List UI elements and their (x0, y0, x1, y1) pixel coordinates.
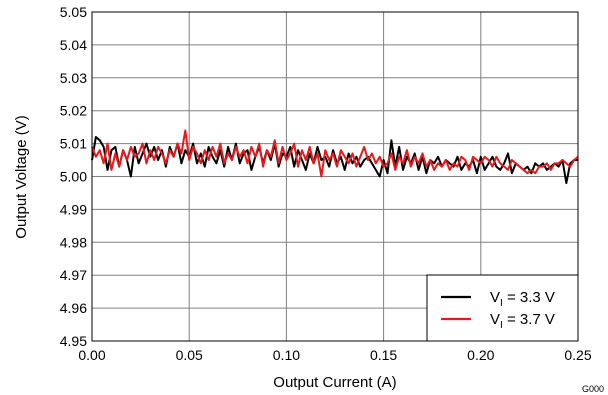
y-tick-label: 5.05 (60, 4, 87, 20)
y-tick-label: 4.99 (60, 201, 87, 217)
figure-code: G000 (582, 384, 604, 394)
y-tick-label: 4.98 (60, 234, 87, 250)
x-axis-title: Output Current (A) (273, 374, 396, 391)
x-tick-label: 0.25 (564, 347, 591, 363)
y-tick-label: 4.96 (60, 300, 87, 316)
y-axis-title: Output Voltage (V) (13, 115, 30, 238)
y-tick-label: 4.95 (60, 333, 87, 349)
x-tick-label: 0.05 (176, 347, 203, 363)
plot-frame (91, 11, 579, 342)
y-tick-label: 5.00 (60, 169, 87, 185)
y-tick-labels: 4.95 4.96 4.97 4.98 4.99 5.00 5.01 5.02 5.03 5.04… (60, 4, 87, 349)
y-tick-label: 5.01 (60, 136, 87, 152)
legend-label-3v7: VI = 3.7 V (490, 311, 555, 331)
y-tick-label: 5.03 (60, 70, 87, 86)
series-lines (91, 129, 579, 185)
x-tick-label: 0.00 (78, 347, 105, 363)
series-line-1 (91, 129, 579, 178)
legend-label-3v3: VI = 3.3 V (490, 289, 555, 309)
y-tick-label: 5.02 (60, 103, 87, 119)
y-tick-label: 5.04 (60, 37, 87, 53)
legend: VI = 3.3 V VI = 3.7 V (426, 274, 579, 342)
x-tick-label: 0.15 (370, 347, 397, 363)
legend-box (426, 274, 579, 342)
x-tick-label: 0.20 (467, 347, 494, 363)
y-tick-label: 4.97 (60, 267, 87, 283)
x-tick-labels: 0.00 0.05 0.10 0.15 0.20 0.25 (78, 347, 591, 363)
x-tick-label: 0.10 (273, 347, 300, 363)
